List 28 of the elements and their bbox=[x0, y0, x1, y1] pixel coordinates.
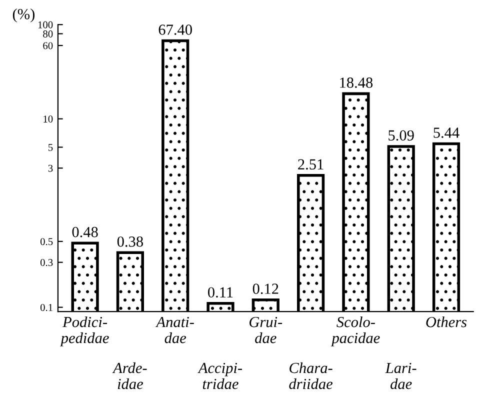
y-tick-label: 0.3 bbox=[40, 259, 53, 266]
y-tick-label: 3 bbox=[48, 164, 53, 172]
x-tick-label: Chara- driidae bbox=[289, 362, 333, 390]
y-tick-label: 100 bbox=[38, 21, 53, 28]
data-label: 0.11 bbox=[208, 287, 233, 298]
data-label: 5.44 bbox=[434, 128, 460, 138]
x-tick-label: Podici- pedidae bbox=[60, 316, 109, 346]
y-tick-label: 60 bbox=[43, 42, 53, 50]
x-tick-label: Anati- dae bbox=[155, 316, 194, 344]
y-tick-label: 0.1 bbox=[40, 304, 52, 312]
data-label: 0.48 bbox=[72, 226, 98, 238]
y-tick-label: 5 bbox=[48, 144, 53, 151]
x-tick-label: Others bbox=[426, 316, 467, 328]
data-label: 5.09 bbox=[388, 130, 414, 141]
x-tick-label: Lari- dae bbox=[385, 362, 416, 390]
data-label: 0.38 bbox=[117, 236, 143, 247]
data-label: 0.12 bbox=[252, 284, 278, 294]
y-axis-title: (%) bbox=[12, 8, 34, 22]
x-tick-label: Scolo- pacidae bbox=[330, 316, 380, 346]
y-tick-label: 80 bbox=[43, 30, 53, 38]
x-tick-label: Grui- dae bbox=[250, 316, 282, 344]
x-tick-label: Arde- idae bbox=[112, 362, 147, 390]
data-label: 67.40 bbox=[158, 24, 192, 35]
data-label: 2.51 bbox=[298, 159, 324, 170]
x-tick-label: Accipi- tridae bbox=[198, 362, 242, 390]
y-tick-label: 0.5 bbox=[40, 238, 53, 246]
data-label: 18.48 bbox=[340, 78, 373, 88]
y-tick-label: 10 bbox=[44, 116, 53, 123]
